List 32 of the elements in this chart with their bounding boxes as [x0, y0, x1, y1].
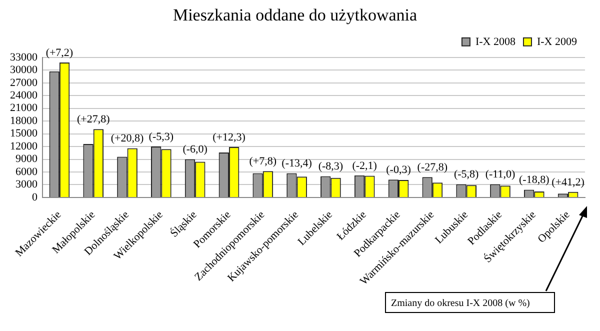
y-tick-label: 6000: [16, 166, 38, 178]
annotation: (+41,2): [552, 176, 585, 188]
y-tick-label: 24000: [10, 89, 38, 102]
y-tick-label: 0: [32, 191, 38, 204]
text: Zmiany do okresu I-X 2008 (w %): [385, 292, 555, 313]
annotation: (-11,0): [485, 168, 516, 181]
annotation: (+27,8): [76, 114, 110, 126]
y-tick-label: 21000: [10, 102, 38, 114]
y-tick-label: 9000: [16, 153, 38, 166]
y-tick-label: 12000: [10, 140, 38, 152]
legend-label: I-X 2009: [536, 36, 578, 48]
annotation: (+7,8): [249, 156, 277, 168]
chart-title: Mieszkania oddane do użytkowania: [172, 6, 418, 25]
annotation: (+20,8): [110, 132, 144, 145]
y-tick-label: 33000: [10, 51, 38, 64]
annotation: (-5,3): [148, 130, 174, 143]
annotation: (-5,8): [454, 168, 480, 181]
y-tick-label: 30000: [10, 64, 38, 76]
annotation: (+7,2): [46, 46, 74, 59]
annotation: (+12,3): [212, 131, 246, 144]
y-tick-label: 15000: [10, 128, 38, 140]
annotation: (-13,4): [282, 158, 312, 170]
y-tick-label: 3000: [16, 178, 38, 191]
annotation: (-18,8): [519, 174, 550, 186]
annotation: (-27,8): [417, 161, 448, 174]
annotation: (-6,0): [182, 144, 208, 156]
annotation: (-2,1): [352, 160, 378, 172]
y-tick-label: 27000: [10, 76, 38, 89]
annotation: (-0,3): [386, 164, 412, 176]
annotation: (-8,3): [318, 160, 344, 173]
legend-label: I-X 2008: [475, 36, 516, 48]
y-tick-label: 18000: [10, 114, 38, 127]
